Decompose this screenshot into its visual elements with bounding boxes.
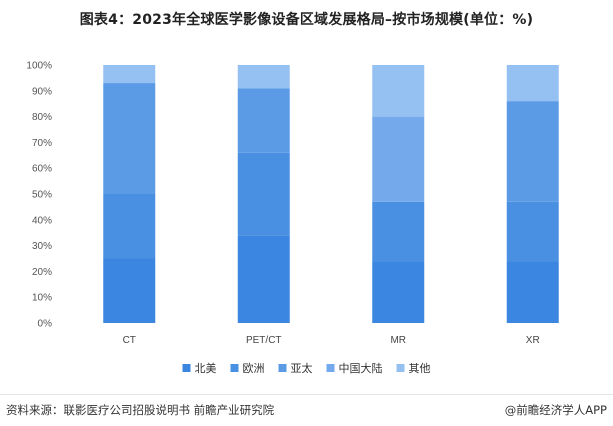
- legend: 北美 欧洲 亚太 中国大陆 其他: [182, 361, 431, 375]
- legend-swatch: [396, 364, 405, 372]
- bar-segment: [372, 65, 425, 117]
- legend-label: 欧洲: [243, 362, 265, 375]
- x-axis-labels: CT PET/CT MR XR: [123, 335, 540, 346]
- chart-title: 图表4：2023年全球医学影像设备区域发展格局–按市场规模(单位：%): [79, 12, 534, 28]
- x-category-label: MR: [390, 335, 406, 346]
- legend-label: 北美: [195, 362, 217, 375]
- bar-segment: [103, 194, 156, 259]
- bar-segment: [103, 83, 156, 194]
- legend-swatch: [278, 364, 287, 372]
- legend-swatch: [230, 364, 239, 372]
- y-axis: 0% 10% 20% 30% 40% 50% 60% 70% 80% 90% 100%: [26, 61, 52, 330]
- y-tick-label: 50%: [32, 190, 52, 201]
- y-tick-label: 0%: [38, 319, 53, 330]
- bar-segment: [372, 116, 425, 202]
- bar-segment: [237, 235, 290, 323]
- y-tick-label: 100%: [26, 61, 52, 72]
- footer: 资料来源：联影医疗公司招股说明书 前瞻产业研究院 @前瞻经济学人APP: [0, 394, 613, 426]
- x-category-label: XR: [526, 335, 540, 346]
- legend-swatch: [182, 364, 191, 372]
- legend-swatch: [326, 364, 335, 372]
- stacked-bar-chart: 0% 10% 20% 30% 40% 50% 60% 70% 80% 90% 100% CT PET/…: [26, 61, 559, 375]
- bar-segment: [237, 152, 290, 236]
- source-note: 资料来源：联影医疗公司招股说明书 前瞻产业研究院: [6, 403, 275, 417]
- bars: [103, 65, 559, 323]
- y-tick-label: 80%: [32, 112, 52, 123]
- bar-segment: [237, 88, 290, 153]
- legend-label: 其他: [409, 362, 431, 375]
- bar-segment: [372, 261, 425, 323]
- y-tick-label: 10%: [32, 293, 52, 304]
- legend-label: 亚太: [291, 362, 313, 375]
- bar-segment: [506, 65, 559, 102]
- brand-credit: @前瞻经济学人APP: [504, 403, 607, 417]
- y-tick-label: 60%: [32, 164, 52, 175]
- bar-segment: [506, 101, 559, 202]
- bar-segment: [103, 258, 156, 323]
- y-tick-label: 40%: [32, 215, 52, 226]
- bar-segment: [372, 201, 425, 262]
- y-tick-label: 70%: [32, 138, 52, 149]
- x-category-label: CT: [123, 335, 136, 346]
- legend-label: 中国大陆: [339, 361, 383, 375]
- bar-segment: [506, 201, 559, 262]
- y-tick-label: 90%: [32, 86, 52, 97]
- y-tick-label: 30%: [32, 241, 52, 252]
- bar-segment: [506, 261, 559, 323]
- x-category-label: PET/CT: [246, 335, 282, 346]
- bar-segment: [237, 65, 290, 89]
- bar-segment: [103, 65, 156, 84]
- y-tick-label: 20%: [32, 267, 52, 278]
